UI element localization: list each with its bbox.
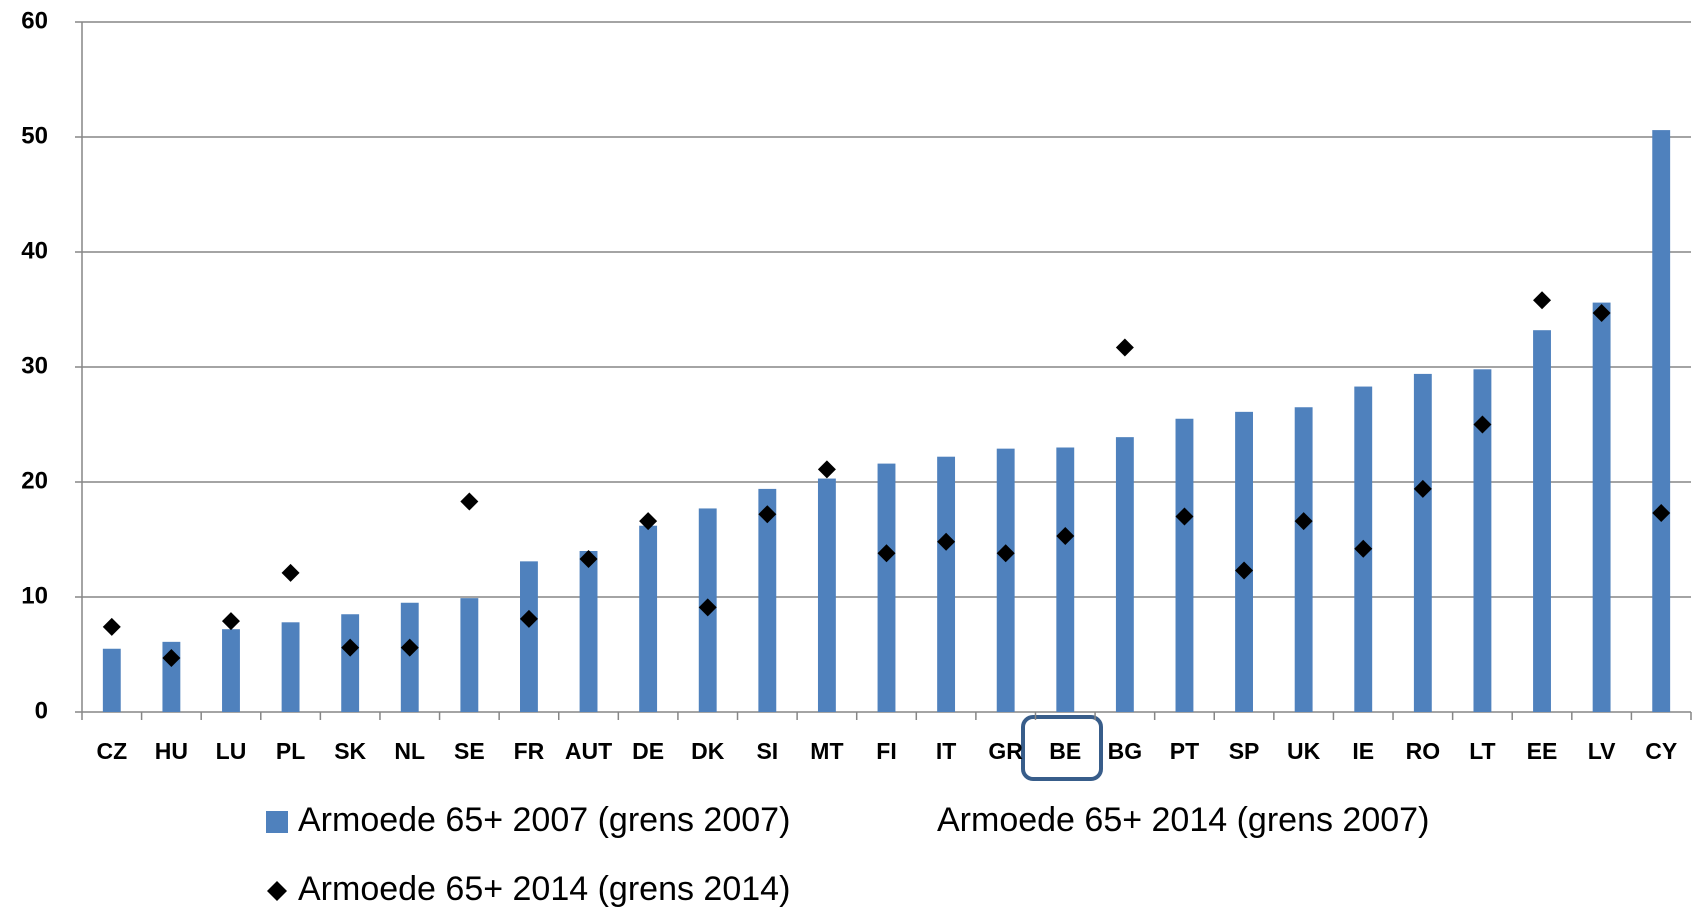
point [1533, 291, 1552, 310]
bar [1652, 130, 1671, 713]
bar [877, 463, 896, 712]
y-tick-label: 50 [21, 122, 48, 149]
y-tick-label: 10 [21, 582, 48, 609]
point [817, 460, 836, 479]
point [1294, 512, 1313, 531]
bar [1413, 373, 1432, 712]
x-tick-label: CZ [96, 738, 127, 764]
point [1175, 507, 1194, 526]
x-tick-label: BE [1049, 738, 1081, 764]
y-tick-label: 0 [35, 697, 48, 724]
bar [520, 561, 538, 712]
highlight-box [1021, 715, 1103, 781]
bar [1115, 437, 1134, 712]
y-tick-label: 40 [21, 237, 48, 264]
x-tick-label: DE [632, 738, 664, 764]
point [996, 544, 1015, 563]
bar [102, 648, 121, 712]
point [1652, 504, 1671, 523]
x-tick-label: LU [216, 738, 247, 764]
x-tick-label: CY [1645, 738, 1677, 764]
x-tick-label: RO [1406, 738, 1441, 764]
bar [639, 525, 658, 712]
bar [1056, 447, 1075, 712]
x-tick-label: NL [394, 738, 425, 764]
x-tick-label: IT [936, 738, 956, 764]
bar [1533, 330, 1551, 712]
bar [579, 551, 598, 712]
x-tick-label: AUT [565, 738, 612, 764]
x-tick-label: EE [1527, 738, 1558, 764]
point [937, 532, 956, 551]
point [102, 617, 121, 636]
x-tick-label: IE [1352, 738, 1374, 764]
x-tick-label: FI [876, 738, 896, 764]
legend-label: Armoede 65+ 2007 (grens 2007) [298, 801, 790, 839]
bar [937, 456, 956, 712]
point [698, 598, 717, 617]
point [1413, 479, 1432, 498]
point [877, 544, 896, 563]
x-tick-label: SP [1229, 738, 1260, 764]
point [1354, 539, 1373, 558]
bar [1473, 369, 1492, 712]
point [758, 505, 777, 524]
x-tick-label: LV [1588, 738, 1616, 764]
legend-swatch [266, 811, 288, 833]
point [1235, 561, 1254, 580]
legend-label: Armoede 65+ 2014 (grens 2007) [937, 801, 1429, 839]
x-tick-label: HU [155, 738, 188, 764]
point [162, 648, 181, 667]
point [341, 638, 360, 657]
point [281, 563, 300, 582]
bar [1175, 418, 1194, 712]
point [460, 492, 479, 511]
x-tick-label: SI [756, 738, 778, 764]
x-tick-label: DK [691, 738, 725, 764]
bar [281, 622, 300, 712]
point [1056, 527, 1075, 546]
x-tick-label: MT [810, 738, 843, 764]
bar [460, 598, 479, 712]
bar [222, 629, 240, 712]
point [639, 512, 658, 531]
bar [341, 614, 360, 712]
bar [1592, 302, 1611, 712]
point [1592, 303, 1611, 322]
x-tick-label: SE [454, 738, 485, 764]
point [400, 638, 419, 657]
x-tick-label: SK [334, 738, 366, 764]
x-tick-label: PT [1170, 738, 1199, 764]
bar [817, 478, 836, 712]
legend-swatch [267, 881, 287, 901]
y-tick-label: 20 [21, 467, 48, 494]
bar [1294, 407, 1313, 712]
y-tick-label: 60 [21, 7, 48, 34]
point [221, 612, 240, 631]
x-tick-label: PL [276, 738, 305, 764]
x-tick-label: FR [514, 738, 545, 764]
point [1115, 338, 1134, 357]
legend-label: Armoede 65+ 2014 (grens 2014) [298, 870, 790, 908]
point [1473, 415, 1492, 434]
x-tick-label: GR [988, 738, 1023, 764]
x-tick-label: UK [1287, 738, 1321, 764]
y-tick-label: 30 [21, 352, 48, 379]
point [519, 609, 538, 628]
bar [758, 488, 777, 712]
bar [996, 448, 1015, 712]
x-tick-label: LT [1469, 738, 1495, 764]
bar [400, 602, 419, 712]
point [579, 550, 598, 569]
x-tick-label: BG [1108, 738, 1143, 764]
